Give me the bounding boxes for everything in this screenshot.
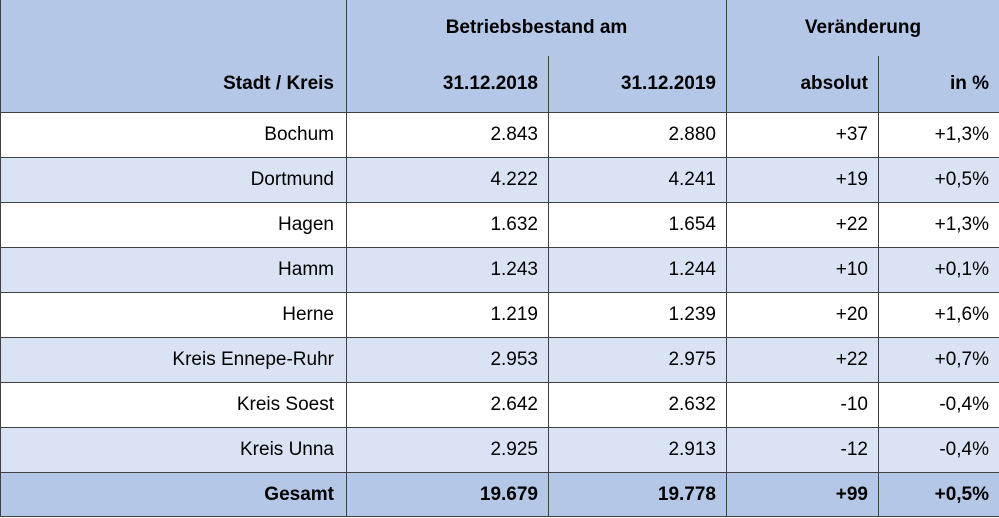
row-2018: 1.243 [346,247,549,293]
row-percent: +1,3% [878,202,999,248]
row-2019: 1.239 [548,292,727,338]
table-row: Hagen 1.632 1.654 +22 +1,3% [0,202,999,248]
table-row: Herne 1.219 1.239 +20 +1,6% [0,292,999,338]
row-2019: 2.975 [548,337,727,383]
row-percent: -0,4% [878,382,999,428]
row-absolute: +37 [726,112,879,158]
header-group-change: Veränderung [726,0,999,56]
table-row: Bochum 2.843 2.880 +37 +1,3% [0,112,999,158]
row-2019: 1.244 [548,247,727,293]
row-name: Hagen [0,202,347,248]
row-2019: 4.241 [548,157,727,203]
row-absolute: +10 [726,247,879,293]
row-name: Bochum [0,112,347,158]
total-2019: 19.778 [548,472,727,517]
row-absolute: -12 [726,427,879,473]
table-row: Kreis Soest 2.642 2.632 -10 -0,4% [0,382,999,428]
total-row: Gesamt 19.679 19.778 +99 +0,5% [0,472,999,517]
table-row: Kreis Ennepe-Ruhr 2.953 2.975 +22 +0,7% [0,337,999,383]
row-name: Kreis Unna [0,427,347,473]
row-2018: 2.953 [346,337,549,383]
row-2018: 1.219 [346,292,549,338]
row-percent: +0,5% [878,157,999,203]
row-2019: 2.880 [548,112,727,158]
row-2018: 2.843 [346,112,549,158]
total-2018: 19.679 [346,472,549,517]
total-percent: +0,5% [878,472,999,517]
row-2018: 2.642 [346,382,549,428]
table-row: Dortmund 4.222 4.241 +19 +0,5% [0,157,999,203]
row-percent: +1,6% [878,292,999,338]
row-2019: 2.632 [548,382,727,428]
row-absolute: +20 [726,292,879,338]
row-2019: 2.913 [548,427,727,473]
row-2018: 1.632 [346,202,549,248]
row-name: Kreis Soest [0,382,347,428]
total-absolute: +99 [726,472,879,517]
table-row: Kreis Unna 2.925 2.913 -12 -0,4% [0,427,999,473]
header-city: Stadt / Kreis [0,56,347,113]
row-name: Hamm [0,247,347,293]
row-percent: -0,4% [878,427,999,473]
total-name: Gesamt [0,472,347,517]
header-group-stock: Betriebsbestand am [346,0,727,56]
row-absolute: +19 [726,157,879,203]
row-percent: +0,1% [878,247,999,293]
row-2018: 2.925 [346,427,549,473]
row-absolute: +22 [726,202,879,248]
row-2019: 1.654 [548,202,727,248]
row-percent: +0,7% [878,337,999,383]
row-2018: 4.222 [346,157,549,203]
row-name: Kreis Ennepe-Ruhr [0,337,347,383]
header-absolute: absolut [726,56,879,113]
header-percent: in % [878,56,999,113]
header-2018: 31.12.2018 [346,56,549,113]
row-absolute: -10 [726,382,879,428]
row-percent: +1,3% [878,112,999,158]
row-name: Herne [0,292,347,338]
row-absolute: +22 [726,337,879,383]
header-corner [0,0,347,56]
header-2019: 31.12.2019 [548,56,727,113]
row-name: Dortmund [0,157,347,203]
table-row: Hamm 1.243 1.244 +10 +0,1% [0,247,999,293]
